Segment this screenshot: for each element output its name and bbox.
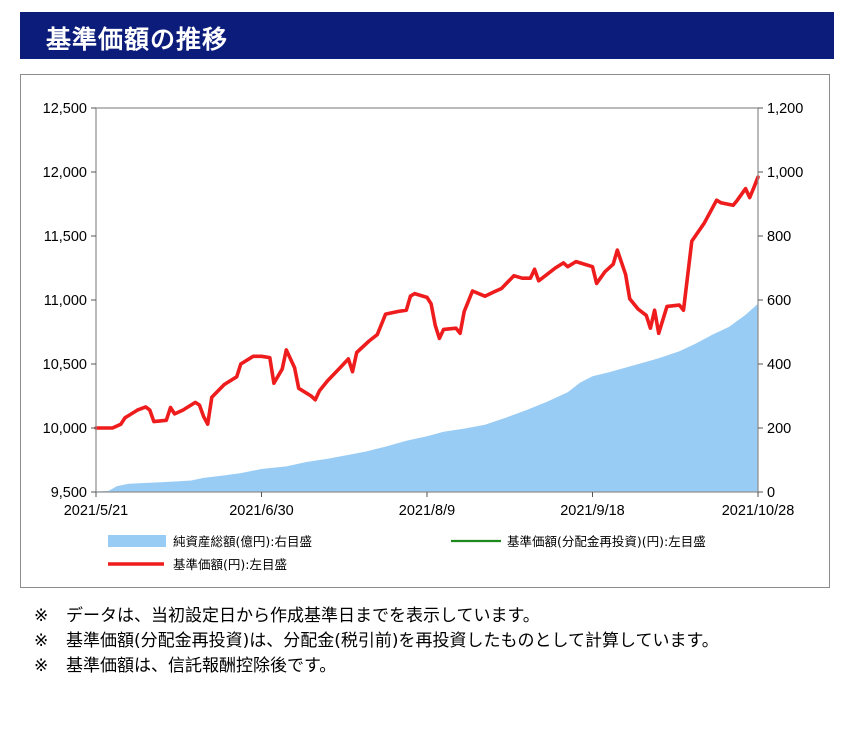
legend-label-nav: 基準価額(円):左目盛	[173, 557, 287, 572]
note-text: 基準価額は、信託報酬控除後です。	[66, 656, 337, 676]
y-left-tick-label: 9,500	[51, 485, 87, 501]
y-right-tick-label: 200	[767, 421, 791, 437]
note-mark: ※	[34, 656, 49, 676]
y-right-tick-label: 0	[767, 485, 775, 501]
y-left-tick-label: 10,000	[43, 421, 87, 437]
x-tick-label: 2021/10/28	[722, 503, 795, 519]
series-area-net-assets	[96, 303, 758, 492]
x-tick-label: 2021/6/30	[229, 503, 294, 519]
x-tick-label: 2021/9/18	[560, 503, 625, 519]
y-right-tick-label: 600	[767, 293, 791, 309]
legend-label-reinvested: 基準価額(分配金再投資)(円):左目盛	[507, 534, 706, 549]
legend-swatch-net-assets	[108, 535, 166, 547]
y-left-tick-label: 12,500	[43, 101, 87, 117]
y-right-tick-label: 800	[767, 229, 791, 245]
nav-chart: 9,500 10,000 10,500 11,000 11,500 12,000 12,50…	[43, 101, 804, 572]
notes: ※ データは、当初設定日から作成基準日までを表示しています。 ※ 基準価額(分配…	[34, 604, 834, 679]
note-item: ※ 基準価額は、信託報酬控除後です。	[34, 654, 834, 679]
note-text: データは、当初設定日から作成基準日までを表示しています。	[66, 606, 540, 626]
y-right-tick-label: 400	[767, 357, 791, 373]
note-item: ※ 基準価額(分配金再投資)は、分配金(税引前)を再投資したものとして計算してい…	[34, 629, 834, 654]
y-left-tick-label: 10,500	[43, 357, 87, 373]
note-mark: ※	[34, 606, 49, 626]
section-title-bar: 基準価額の推移	[20, 12, 834, 59]
note-item: ※ データは、当初設定日から作成基準日までを表示しています。	[34, 604, 834, 629]
section-title: 基準価額の推移	[46, 25, 229, 54]
legend-label-net-assets: 純資産総額(億円):右目盛	[173, 534, 312, 549]
y-right-tick-label: 1,200	[767, 101, 803, 117]
y-left-tick-label: 11,000	[44, 293, 87, 309]
note-text: 基準価額(分配金再投資)は、分配金(税引前)を再投資したものとして計算しています…	[66, 631, 719, 651]
x-tick-label: 2021/5/21	[64, 503, 129, 519]
y-left-tick-label: 12,000	[43, 165, 87, 181]
chart-container: 9,500 10,000 10,500 11,000 11,500 12,000 12,50…	[20, 74, 830, 588]
note-mark: ※	[34, 631, 49, 651]
series-line-nav	[94, 175, 760, 430]
y-left-tick-label: 11,500	[44, 229, 87, 245]
x-tick-label: 2021/8/9	[399, 503, 455, 519]
y-right-tick-label: 1,000	[767, 165, 803, 181]
